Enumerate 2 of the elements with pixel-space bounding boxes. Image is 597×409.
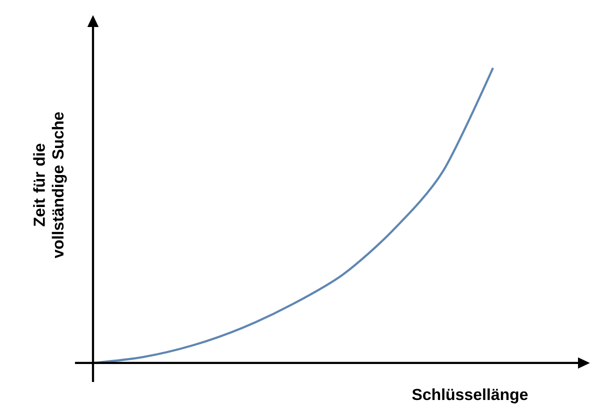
y-axis-title: Zeit für die vollständige Suche (33, 112, 67, 258)
x-axis-title: Schlüssellänge (412, 388, 528, 404)
